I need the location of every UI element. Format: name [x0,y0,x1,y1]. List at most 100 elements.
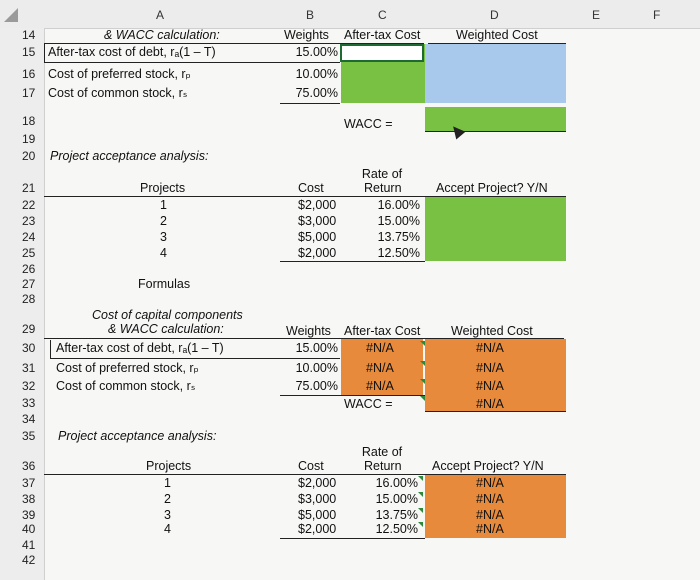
column-header-e[interactable]: E [592,8,601,22]
wacc-calc-label: & WACC calculation: [104,28,220,42]
return-header: Return [364,181,402,195]
formula-indicator-icon [420,379,425,384]
column-header-d[interactable]: D [490,8,499,22]
wacc-underline [425,131,566,132]
row-number[interactable]: 42 [22,553,36,567]
row-number[interactable]: 26 [22,262,36,276]
project-return: 16.00% [377,198,420,212]
cell-border [44,62,340,63]
row-number[interactable]: 37 [22,476,36,490]
row-number[interactable]: 20 [22,149,36,163]
row-number[interactable]: 39 [22,508,36,522]
project-id: 3 [160,230,167,244]
cost-header: Cost [298,181,324,195]
header-underline [44,43,424,44]
row-number[interactable]: 35 [22,429,36,443]
cell-border [44,44,45,62]
row-number[interactable]: 36 [22,459,36,473]
row-number[interactable]: 31 [22,361,36,375]
header-underline [44,196,566,197]
header-underline [44,474,566,475]
formula-indicator-icon [420,361,425,366]
project-cost: $5,000 [298,508,337,522]
projects-header: Projects [140,181,186,195]
row-number[interactable]: 18 [22,114,36,128]
after-tax-cost-header: After-tax Cost [344,28,421,42]
cell-border [425,411,566,412]
row-number[interactable]: 33 [22,396,36,410]
cell-border [280,395,425,396]
project-acceptance-label: Project acceptance analysis: [50,149,209,163]
column-header-a[interactable]: A [156,8,165,22]
project-id: 2 [164,492,171,506]
accept-result: #N/A [476,476,504,490]
row-number[interactable]: 14 [22,28,36,42]
row-number[interactable]: 15 [22,45,36,59]
weighted-cost-header: Weighted Cost [451,324,533,338]
project-return: 16.00% [375,476,418,490]
wacc-input-cell[interactable] [425,107,566,131]
cell-border [280,103,340,104]
weights-header: Weights [286,324,331,338]
wacc-label: WACC = [344,117,393,131]
row-number[interactable]: 38 [22,492,36,506]
accept-project-header: Accept Project? Y/N [436,181,548,195]
cell-border [280,538,425,539]
cost-of-debt-label: After-tax cost of debt, rₐ(1 – T) [56,341,224,355]
cell-border [280,261,425,262]
row-number[interactable]: 23 [22,214,36,228]
row-number[interactable]: 27 [22,277,36,291]
project-id: 4 [164,522,171,536]
row-number[interactable]: 22 [22,198,36,212]
project-cost: $2,000 [298,246,337,260]
row-number[interactable]: 17 [22,86,36,100]
formula-indicator-icon [418,476,423,481]
weight-common-value: 75.00% [295,86,338,100]
formula-indicator-icon [418,492,423,497]
column-header-c[interactable]: C [378,8,387,22]
row-number[interactable]: 21 [22,181,36,195]
project-cost: $2,000 [298,198,337,212]
row-number[interactable]: 25 [22,246,36,260]
after-tax-cost-header: After-tax Cost [344,324,421,338]
project-return: 15.00% [375,492,418,506]
formulas-label: Formulas [138,277,191,291]
weight-preferred-value: 10.00% [295,67,338,81]
weighted-debt-result: #N/A [476,341,504,355]
select-all-corner[interactable] [4,8,18,22]
header-underline [44,338,564,339]
weighted-cost-formula-cells[interactable] [425,339,566,411]
row-number[interactable]: 24 [22,230,36,244]
column-header-b[interactable]: B [306,8,315,22]
row-number[interactable]: 34 [22,412,36,426]
column-header-f[interactable]: F [653,8,661,22]
row-number[interactable]: 29 [22,322,36,336]
row-number[interactable]: 16 [22,67,36,81]
weighted-preferred-result: #N/A [476,361,504,375]
after-tax-debt-result: #N/A [366,341,394,355]
row-number[interactable]: 30 [22,341,36,355]
project-cost: $5,000 [298,230,337,244]
accept-result: #N/A [476,492,504,506]
cost-of-capital-title: Cost of capital components [92,308,243,322]
accept-project-formula-cells[interactable] [425,475,566,538]
formula-indicator-icon [420,341,425,346]
rate-of-label: Rate of [361,445,403,459]
after-tax-cost-formula-cells[interactable] [341,339,423,395]
header-underline [428,43,566,44]
column-header-bar [0,0,700,29]
accept-project-input-cells[interactable] [425,197,566,261]
row-number[interactable]: 32 [22,379,36,393]
row-number[interactable]: 19 [22,132,36,146]
selected-cell[interactable] [340,44,424,62]
row-number[interactable]: 28 [22,292,36,306]
project-cost: $2,000 [298,522,337,536]
cost-of-preferred-label: Cost of preferred stock, rₚ [48,67,191,81]
weighted-cost-input-cells[interactable] [425,44,566,103]
return-header: Return [364,459,402,473]
row-number[interactable]: 41 [22,538,36,552]
row-number[interactable]: 40 [22,522,36,536]
wacc-calc-title: & WACC calculation: [108,322,224,336]
weighted-cost-header: Weighted Cost [456,28,538,42]
cost-of-preferred-label: Cost of preferred stock, rₚ [56,361,199,375]
